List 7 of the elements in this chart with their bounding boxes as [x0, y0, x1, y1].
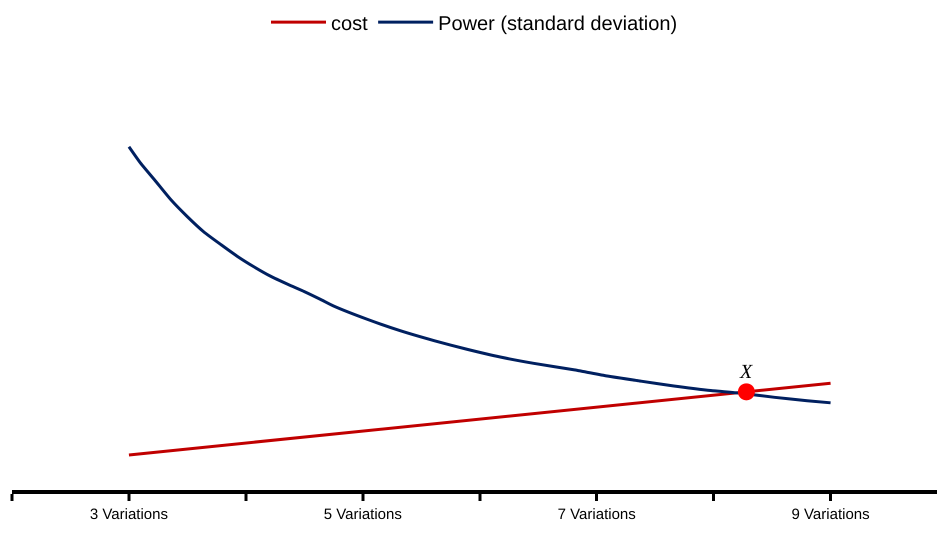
annotation: X	[739, 361, 753, 383]
legend-label: cost	[331, 12, 368, 35]
x-tick-label: 9 Variations	[792, 506, 870, 523]
legend-label: Power (standard deviation)	[438, 12, 678, 35]
x-tick-label: 3 Variations	[90, 506, 168, 523]
x-tick-label: 5 Variations	[324, 506, 402, 523]
x-tick-label: 7 Variations	[558, 506, 636, 523]
